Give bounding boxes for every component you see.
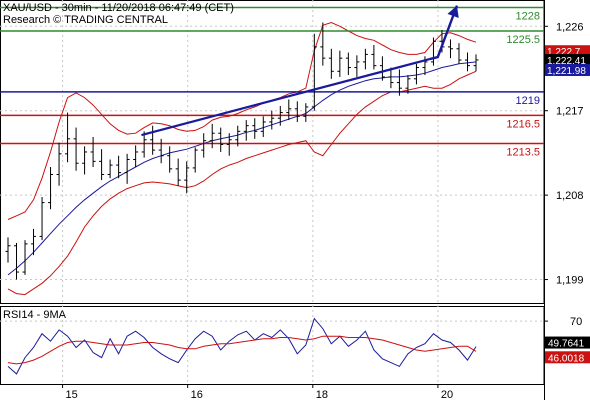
rsi-line	[7, 317, 477, 375]
projection-arrow-head	[447, 5, 459, 19]
level-label-support-1216-5: 1216.5	[506, 118, 540, 130]
price-tag-box	[545, 63, 590, 76]
price-tag-label: 1,221.98	[547, 66, 586, 77]
price-tick-label: 1,208	[556, 190, 584, 202]
price-tag-box	[545, 53, 590, 66]
price-tag-label: 1,222.7	[547, 47, 581, 58]
time-tick-label: 20	[441, 389, 453, 400]
time-tick-label: 15	[66, 389, 78, 400]
rsi-tick-label: 70	[570, 316, 582, 328]
time-tick-label: 18	[316, 389, 328, 400]
rsi-value-tag-box	[545, 336, 590, 349]
projection-arrow-shaft	[429, 5, 459, 61]
level-label-support-1213-5: 1213.5	[506, 147, 540, 159]
price-tick-label: 1,226	[556, 21, 584, 33]
chart-title: XAU/USD - 30min - 11/20/2018 06:47:49 (C…	[3, 2, 234, 14]
price-tick-label: 1,199	[556, 275, 584, 287]
level-label-pivot-1219: 1219	[516, 95, 540, 107]
rsi-ma-line	[7, 335, 477, 365]
price-panel-frame	[0, 0, 545, 304]
moving-average-line	[7, 61, 477, 276]
price-tag-label: 1,222.41	[547, 56, 586, 67]
rsi-panel-title: RSI14 - 9MA	[3, 309, 67, 321]
support-trendline	[141, 58, 431, 137]
time-tick-label: 16	[191, 389, 203, 400]
rsi-value-tag-box	[545, 351, 590, 364]
rsi-panel-frame	[0, 306, 545, 385]
rsi-value-tag-label: 49.7641	[548, 339, 585, 350]
bollinger-lower-band	[7, 70, 477, 296]
price-tick-label: 1,217	[556, 106, 584, 118]
bollinger-upper-band	[7, 21, 477, 220]
chart-source: Research © TRADING CENTRAL	[3, 14, 168, 26]
level-label-resistance-1225-5: 1225.5	[506, 34, 540, 46]
level-label-resistance-1228: 1228	[516, 11, 540, 23]
rsi-value-tag-label: 46.0018	[548, 353, 585, 364]
